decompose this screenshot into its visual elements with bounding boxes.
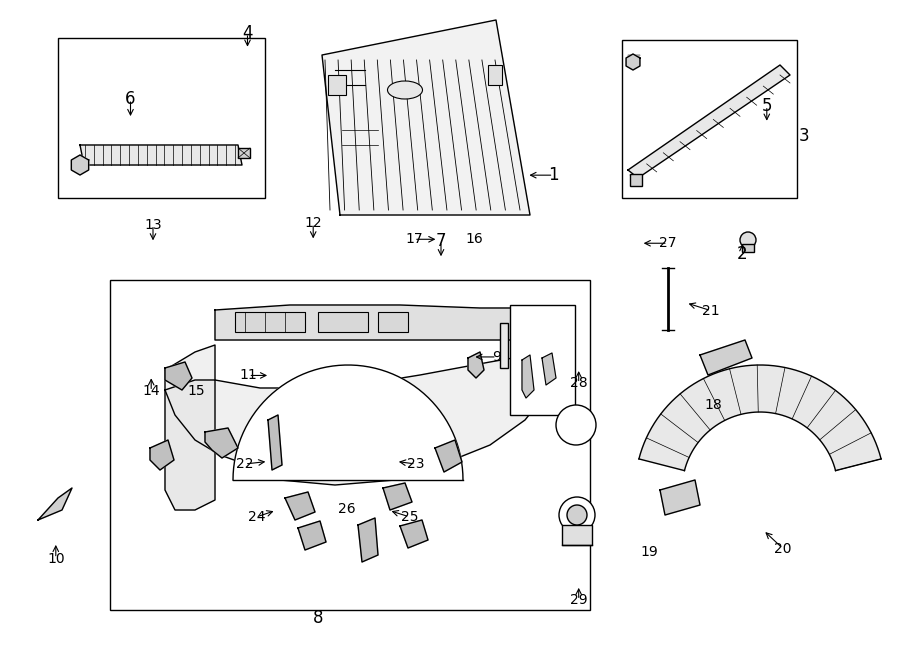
- Text: 26: 26: [338, 502, 356, 516]
- Text: 27: 27: [659, 236, 677, 251]
- Polygon shape: [542, 353, 556, 385]
- Text: 17: 17: [405, 232, 423, 247]
- Bar: [562, 525, 592, 545]
- Polygon shape: [71, 155, 89, 175]
- Circle shape: [559, 497, 595, 533]
- Text: 24: 24: [248, 510, 266, 524]
- Text: 16: 16: [465, 232, 483, 247]
- Text: 13: 13: [144, 217, 162, 232]
- Text: 4: 4: [242, 24, 253, 42]
- Bar: [110, 280, 590, 610]
- Polygon shape: [522, 355, 534, 398]
- Polygon shape: [700, 340, 752, 375]
- Polygon shape: [80, 145, 242, 165]
- Polygon shape: [400, 520, 428, 548]
- Bar: [328, 75, 346, 95]
- Text: 8: 8: [312, 609, 323, 627]
- Polygon shape: [322, 20, 530, 215]
- Circle shape: [556, 405, 596, 445]
- Text: 20: 20: [774, 541, 792, 556]
- Polygon shape: [205, 428, 238, 458]
- Text: 3: 3: [798, 126, 809, 145]
- Text: 12: 12: [304, 216, 322, 231]
- Text: 5: 5: [761, 97, 772, 115]
- Bar: [630, 174, 642, 186]
- Text: 9: 9: [492, 350, 501, 364]
- Bar: [510, 305, 575, 415]
- Text: 11: 11: [239, 368, 257, 383]
- Text: 15: 15: [187, 384, 205, 399]
- Text: 18: 18: [705, 397, 723, 412]
- Polygon shape: [298, 521, 326, 550]
- Polygon shape: [628, 55, 640, 65]
- Text: 21: 21: [702, 303, 720, 318]
- Bar: [238, 148, 250, 158]
- Polygon shape: [150, 440, 174, 470]
- Text: 25: 25: [400, 510, 418, 524]
- Text: 7: 7: [436, 232, 446, 251]
- Bar: [622, 40, 797, 198]
- Polygon shape: [639, 365, 881, 471]
- Polygon shape: [660, 480, 700, 515]
- Circle shape: [740, 232, 756, 248]
- Text: 6: 6: [125, 90, 136, 108]
- Polygon shape: [626, 54, 640, 70]
- Polygon shape: [383, 483, 412, 510]
- Polygon shape: [165, 345, 545, 485]
- Polygon shape: [435, 440, 462, 472]
- Text: 10: 10: [47, 551, 65, 566]
- Text: 22: 22: [236, 457, 254, 471]
- Bar: [742, 244, 754, 252]
- Text: 23: 23: [407, 457, 425, 471]
- Text: 19: 19: [641, 545, 659, 559]
- Polygon shape: [285, 492, 315, 520]
- Bar: [488, 65, 502, 85]
- Text: 14: 14: [142, 384, 160, 399]
- Text: 1: 1: [548, 166, 559, 184]
- Polygon shape: [38, 488, 72, 520]
- Polygon shape: [215, 305, 545, 340]
- Text: 2: 2: [737, 245, 748, 264]
- Bar: [235, 312, 305, 332]
- Polygon shape: [358, 518, 378, 562]
- Polygon shape: [468, 352, 484, 378]
- Ellipse shape: [388, 81, 422, 99]
- Polygon shape: [628, 65, 790, 178]
- Bar: [500, 323, 508, 368]
- Text: 28: 28: [570, 376, 588, 391]
- Circle shape: [567, 505, 587, 525]
- Bar: [58, 38, 265, 198]
- Text: 29: 29: [570, 593, 588, 607]
- Polygon shape: [268, 415, 282, 470]
- Polygon shape: [165, 380, 215, 510]
- Bar: [318, 312, 368, 332]
- Polygon shape: [165, 362, 192, 390]
- Bar: [378, 312, 408, 332]
- Polygon shape: [233, 365, 463, 480]
